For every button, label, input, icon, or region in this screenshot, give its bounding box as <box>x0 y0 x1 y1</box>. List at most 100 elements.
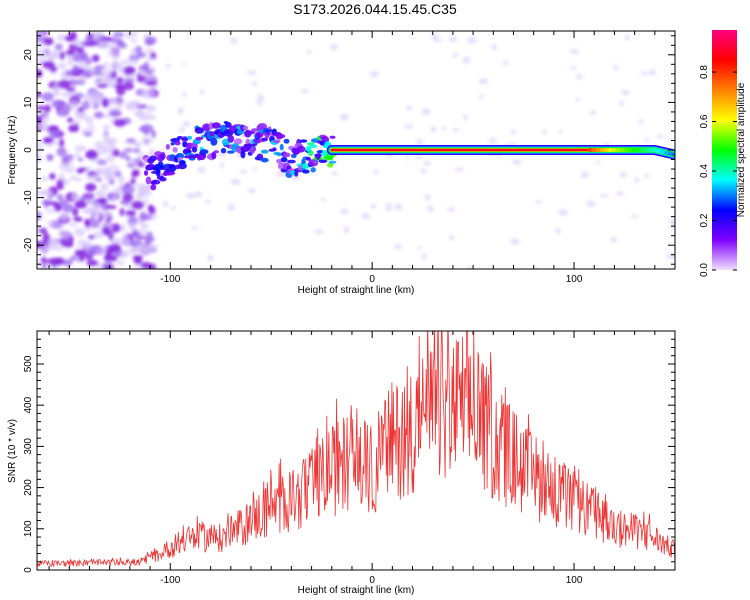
spectrogram-blob <box>61 160 74 168</box>
spectrogram-blob <box>130 178 136 185</box>
spectrogram-blob <box>672 152 675 157</box>
colorbar-gradient <box>712 30 737 270</box>
spectrogram-blob <box>273 139 281 144</box>
spectrogram-blob <box>150 84 158 90</box>
spectrogram-blob <box>385 203 393 207</box>
spectrogram-blob <box>53 140 60 146</box>
spectrogram-blob <box>656 134 665 139</box>
spectrogram-blob <box>130 221 136 230</box>
spectrogram-y-tick-label: 20 <box>23 49 34 61</box>
spectrogram-blob <box>69 31 77 41</box>
spectrogram-blob <box>58 79 71 89</box>
spectrogram-blob <box>56 33 67 42</box>
spectrogram-blob <box>121 234 129 239</box>
spectrogram-blob <box>195 136 204 141</box>
spectrogram-blob <box>37 147 45 152</box>
spectrogram-blob <box>92 231 105 239</box>
spectrogram-blob <box>343 226 350 234</box>
spectrogram-blob <box>76 168 84 174</box>
spectrogram-blob <box>90 90 103 101</box>
spectrogram-blob <box>294 171 299 177</box>
spectrogram-blob <box>110 223 122 233</box>
spectrogram-blob <box>181 137 189 141</box>
colorbar: 0.0 0.2 0.4 0.6 0.8 Normalized spectral ampl… <box>699 30 747 277</box>
spectrogram-blob <box>256 96 265 102</box>
spectrogram-blob <box>630 214 640 218</box>
spectrogram-blob <box>308 150 314 157</box>
spectrogram-blob <box>77 157 84 162</box>
spectrogram-blob <box>644 173 650 179</box>
spectrogram-blob <box>199 149 209 155</box>
spectrogram-blob <box>558 129 563 133</box>
spectrogram-blob <box>502 60 509 66</box>
spectrogram-blob <box>139 70 148 76</box>
spectrogram-blob <box>179 126 185 134</box>
spectrogram-blob <box>534 200 543 204</box>
spectrogram-blob <box>210 137 218 146</box>
spectrogram-blob <box>575 73 584 80</box>
spectrogram-blob <box>122 193 134 203</box>
spectrogram-blob <box>405 105 413 111</box>
spectrogram-blob <box>121 59 131 65</box>
snr-panel: -100 0 100 0 100 200 300 400 500 Height of strai… <box>7 330 676 596</box>
spectrogram-blob <box>512 159 522 166</box>
spectrogram-blob <box>165 144 170 150</box>
spectrogram-blob <box>104 205 117 210</box>
spectrogram-blob <box>533 266 539 269</box>
spectrogram-blob <box>328 160 337 164</box>
spectrogram-blob <box>160 152 166 160</box>
spectrogram-blob <box>137 161 145 168</box>
spectrogram-blob <box>172 146 178 153</box>
spectrogram-blob <box>117 174 125 184</box>
spectrogram-blob <box>58 138 65 147</box>
spectrogram-blob <box>75 47 85 54</box>
page-title: S173.2026.044.15.45.C35 <box>293 1 457 17</box>
snr-x-label: Height of straight line (km) <box>298 585 415 596</box>
spectrogram-blob <box>250 145 256 154</box>
spectrogram-blob <box>634 177 640 184</box>
spectrogram-blob <box>144 237 152 245</box>
spectrogram-blob <box>134 231 141 239</box>
spectrogram-blob <box>59 230 71 240</box>
spectrogram-blob <box>146 56 154 61</box>
spectrogram-blob <box>430 33 438 40</box>
spectrogram-blob <box>615 191 625 196</box>
spectrogram-blob <box>140 261 152 269</box>
spectrogram-blob <box>41 92 54 102</box>
snr-ticks: -100 0 100 0 100 200 300 400 500 <box>23 330 676 586</box>
spectrogram-blob <box>463 113 468 121</box>
spectrogram-blob <box>286 159 296 164</box>
spectrogram-blob <box>108 111 119 117</box>
spectrogram-blob <box>37 48 45 54</box>
spectrogram-blob <box>96 83 108 88</box>
spectrogram-blob <box>102 226 111 236</box>
spectrogram-blob <box>569 48 579 55</box>
spectrogram-blob <box>37 115 43 125</box>
colorbar-tick-label: 0.0 <box>699 263 710 277</box>
colorbar-tick-label: 0.4 <box>699 164 710 178</box>
spectrogram-blob <box>96 247 107 256</box>
spectrogram-blob <box>282 152 291 158</box>
spectrogram-blob <box>107 192 113 201</box>
spectrogram-blob <box>448 36 458 43</box>
spectrogram-blob <box>102 124 111 131</box>
spectrogram-blob <box>245 130 256 135</box>
spectrogram-blob <box>329 44 339 51</box>
spectrogram-blob <box>233 138 243 145</box>
spectrogram-blob <box>86 124 96 134</box>
spectrogram-blob <box>558 209 569 216</box>
spectrogram-blob <box>240 169 248 174</box>
spectrogram-blob <box>66 87 76 92</box>
spectrogram-blob <box>83 131 93 137</box>
spectrogram-blob <box>255 101 263 106</box>
spectrogram-blob <box>85 149 99 160</box>
spectrogram-y-tick-label: -10 <box>23 190 34 205</box>
spectrogram-blob <box>169 164 177 172</box>
spectrogram-blob <box>305 146 312 152</box>
spectrogram-blob <box>491 44 497 51</box>
spectrogram-ridge <box>142 120 675 191</box>
spectrogram-blob <box>40 176 49 182</box>
spectrogram-blob <box>135 243 149 254</box>
spectrogram-blob <box>71 123 80 133</box>
